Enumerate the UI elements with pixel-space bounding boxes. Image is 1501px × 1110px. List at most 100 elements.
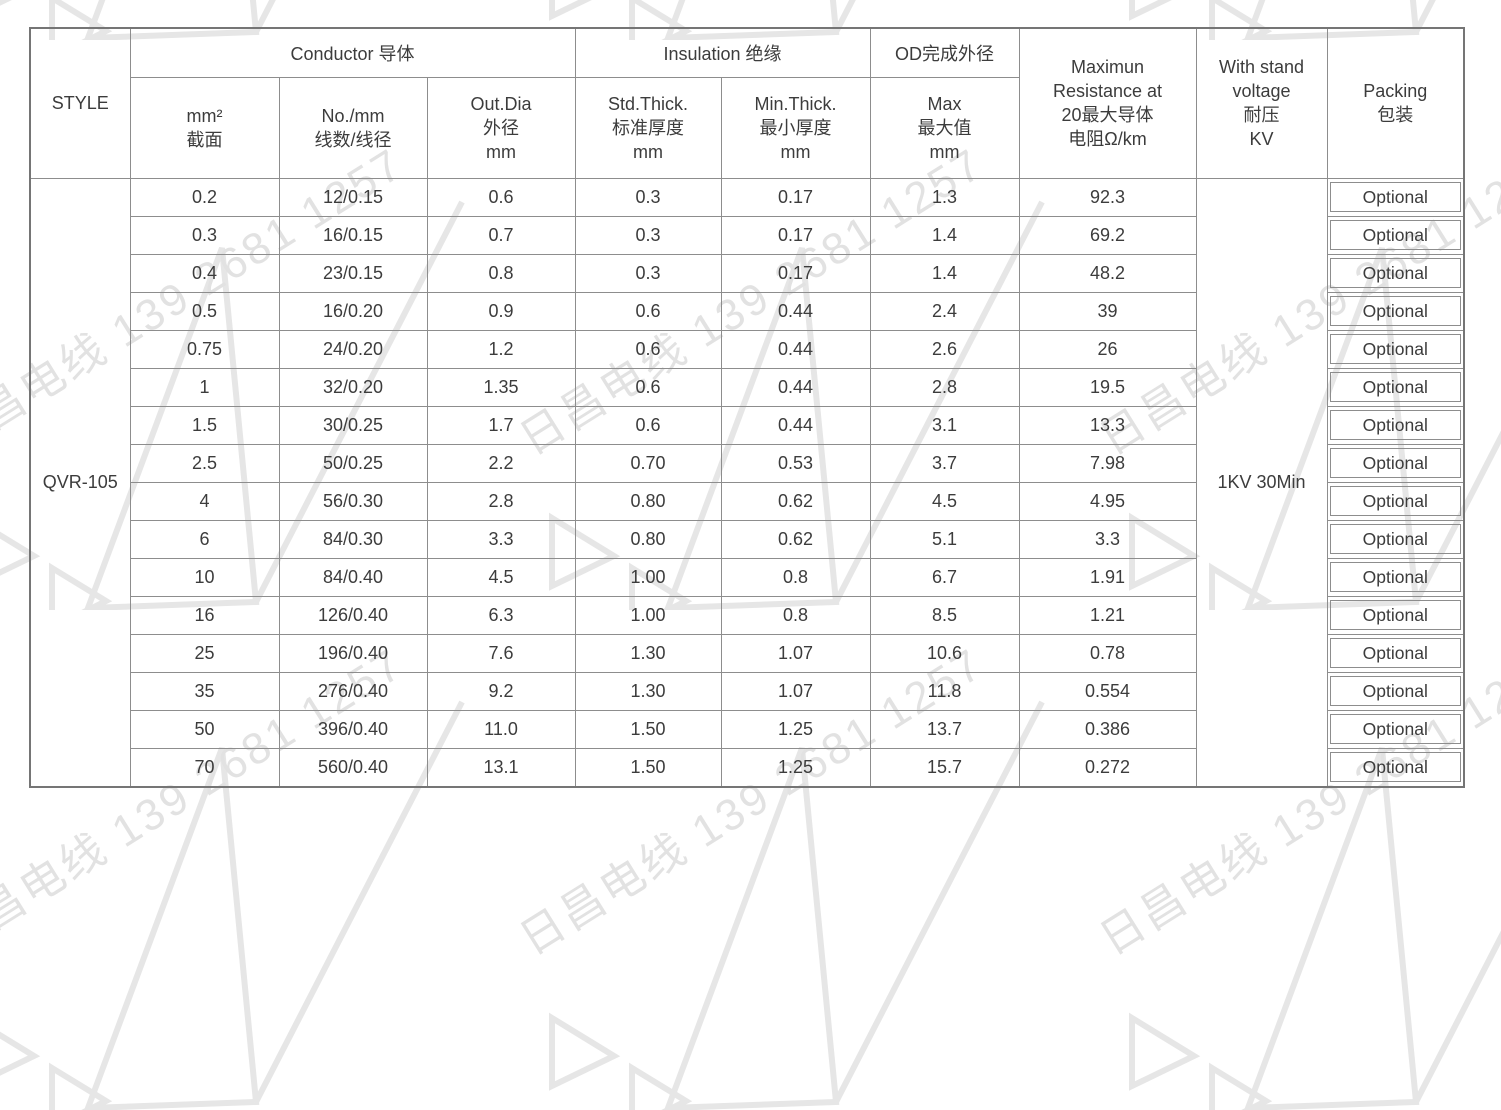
packing-cell-box: Optional (1329, 295, 1461, 326)
cell-min-thick: 1.25 (720, 709, 871, 749)
table-row: 50 396/0.40 11.0 1.50 1.25 13.7 0.386 Optional (30, 709, 1465, 749)
cell-no-mm: 32/0.20 (278, 367, 428, 407)
withstand-header-cell: With stand voltage 耐压 KV (1195, 27, 1328, 179)
cell-mm2: 70 (129, 747, 280, 787)
cell-std-thick: 1.50 (574, 747, 722, 787)
cell-out-dia: 11.0 (426, 709, 576, 749)
cell-out-dia: 1.2 (426, 329, 576, 369)
style-value-cell: QVR-105 (29, 177, 131, 787)
cell-mm2: 0.4 (129, 253, 280, 293)
packing-cell: Optional (1326, 253, 1465, 293)
cell-resistance: 0.554 (1018, 671, 1197, 711)
table-row: QVR-105 0.2 12/0.15 0.6 0.3 0.17 1.3 92.3 1KV 30… (29, 177, 1465, 787)
cell-resistance: 0.272 (1018, 747, 1197, 787)
cell-mm2: 35 (129, 671, 280, 711)
cell-no-mm: 396/0.40 (278, 709, 428, 749)
cell-max-od: 15.7 (869, 747, 1020, 787)
cell-max-od: 13.7 (869, 709, 1020, 749)
packing-cell-box: Optional (1329, 257, 1461, 288)
cell-resistance: 1.91 (1018, 557, 1197, 597)
cell-out-dia: 0.8 (426, 253, 576, 293)
packing-cell-box: Optional (1329, 219, 1461, 250)
cell-out-dia: 1.7 (426, 405, 576, 445)
packing-cell: Optional (1326, 367, 1465, 407)
packing-cell-box: Optional (1329, 371, 1461, 402)
cell-no-mm: 16/0.20 (278, 291, 428, 331)
spec-table: STYLE Conductor 导体 Insulation 绝缘 OD完成外径 … (29, 27, 1465, 788)
cell-mm2: 1 (129, 367, 280, 407)
packing-cell-box: Optional (1329, 751, 1461, 782)
cell-min-thick: 1.07 (720, 633, 871, 673)
cell-resistance: 0.78 (1018, 633, 1197, 673)
cell-std-thick: 0.6 (574, 291, 722, 331)
packing-cell: Optional (1326, 443, 1465, 483)
cell-min-thick: 0.8 (720, 557, 871, 597)
cell-max-od: 1.4 (869, 253, 1020, 293)
cell-std-thick: 0.3 (574, 253, 722, 293)
packing-cell: Optional (1326, 709, 1465, 749)
cell-mm2: 50 (129, 709, 280, 749)
cell-std-thick: 0.80 (574, 481, 722, 521)
mm2-header-cell: mm² 截面 (129, 76, 280, 179)
no-mm-header-cell: No./mm 线数/线径 (278, 76, 428, 179)
cell-mm2: 2.5 (129, 443, 280, 483)
cell-no-mm: 560/0.40 (278, 747, 428, 787)
cell-max-od: 2.4 (869, 291, 1020, 331)
cell-std-thick: 0.6 (574, 329, 722, 369)
cell-no-mm: 30/0.25 (278, 405, 428, 445)
cell-mm2: 0.75 (129, 329, 280, 369)
cell-min-thick: 0.44 (720, 329, 871, 369)
cell-mm2: 1.5 (129, 405, 280, 445)
cell-no-mm: 276/0.40 (278, 671, 428, 711)
od-group-header: OD完成外径 (869, 27, 1020, 78)
cell-resistance: 48.2 (1018, 253, 1197, 293)
packing-cell: Optional (1326, 595, 1465, 635)
cell-out-dia: 13.1 (426, 747, 576, 787)
cell-out-dia: 9.2 (426, 671, 576, 711)
cell-min-thick: 0.53 (720, 443, 871, 483)
cell-mm2: 0.5 (129, 291, 280, 331)
cell-out-dia: 2.2 (426, 443, 576, 483)
cell-out-dia: 3.3 (426, 519, 576, 559)
cell-std-thick: 1.00 (574, 557, 722, 597)
cell-min-thick: 0.44 (720, 291, 871, 331)
packing-cell: Optional (1326, 481, 1465, 521)
packing-cell-box: Optional (1329, 637, 1461, 668)
cell-min-thick: 0.62 (720, 519, 871, 559)
cell-max-od: 1.4 (869, 215, 1020, 255)
cell-out-dia: 2.8 (426, 481, 576, 521)
resistance-header-cell: Maximun Resistance at 20最大导体 电阻Ω/km (1018, 27, 1197, 179)
packing-cell: Optional (1326, 405, 1465, 445)
cell-min-thick: 0.44 (720, 367, 871, 407)
insulation-group-header: Insulation 绝缘 (574, 27, 871, 78)
cell-out-dia: 6.3 (426, 595, 576, 635)
cell-max-od: 4.5 (869, 481, 1020, 521)
cell-no-mm: 126/0.40 (278, 595, 428, 635)
cell-max-od: 2.8 (869, 367, 1020, 407)
cell-std-thick: 0.3 (574, 177, 722, 217)
cell-std-thick: 1.00 (574, 595, 722, 635)
cell-max-od: 6.7 (869, 557, 1020, 597)
cell-max-od: 10.6 (869, 633, 1020, 673)
cell-out-dia: 0.7 (426, 215, 576, 255)
cell-resistance: 7.98 (1018, 443, 1197, 483)
cell-max-od: 1.3 (869, 177, 1020, 217)
cell-min-thick: 0.44 (720, 405, 871, 445)
cell-no-mm: 196/0.40 (278, 633, 428, 673)
conductor-group-header: Conductor 导体 (129, 27, 576, 78)
cell-resistance: 13.3 (1018, 405, 1197, 445)
packing-cell: Optional (1326, 671, 1465, 711)
cell-min-thick: 0.62 (720, 481, 871, 521)
packing-cell-box: Optional (1329, 409, 1461, 440)
cell-std-thick: 1.50 (574, 709, 722, 749)
cell-min-thick: 0.8 (720, 595, 871, 635)
cell-no-mm: 23/0.15 (278, 253, 428, 293)
packing-cell-box: Optional (1329, 333, 1461, 364)
withstand-value-cell: 1KV 30Min (1195, 177, 1328, 787)
spec-table-container: STYLE Conductor 导体 Insulation 绝缘 OD完成外径 … (29, 27, 1465, 788)
cell-std-thick: 0.70 (574, 443, 722, 483)
cell-resistance: 39 (1018, 291, 1197, 331)
cell-resistance: 19.5 (1018, 367, 1197, 407)
cell-min-thick: 0.17 (720, 177, 871, 217)
packing-header-cell: Packing 包装 (1326, 27, 1465, 179)
